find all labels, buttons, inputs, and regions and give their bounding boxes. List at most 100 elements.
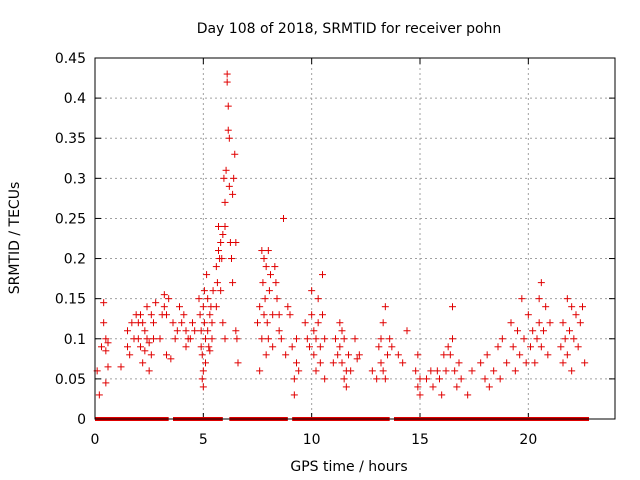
data-point bbox=[163, 311, 170, 319]
data-point bbox=[265, 287, 273, 295]
data-point bbox=[199, 383, 207, 391]
data-point bbox=[263, 319, 271, 327]
data-point bbox=[527, 343, 534, 351]
data-point bbox=[143, 303, 151, 311]
data-point bbox=[139, 319, 147, 327]
y-tick-label: 0.25 bbox=[55, 211, 86, 227]
y-tick-label: 0.2 bbox=[64, 252, 86, 268]
data-point bbox=[381, 303, 389, 311]
data-point bbox=[215, 222, 222, 230]
data-point bbox=[314, 319, 322, 327]
data-point bbox=[269, 343, 277, 351]
data-point bbox=[477, 359, 485, 367]
chart-title: Day 108 of 2018, SRMTID for receiver poh… bbox=[197, 21, 502, 37]
data-point bbox=[202, 335, 209, 343]
data-point bbox=[507, 319, 515, 327]
data-point bbox=[262, 263, 270, 271]
data-point bbox=[275, 311, 283, 319]
data-point bbox=[483, 351, 491, 359]
data-point bbox=[312, 335, 320, 343]
data-point bbox=[464, 391, 472, 399]
data-point bbox=[273, 295, 281, 303]
data-point bbox=[212, 303, 220, 311]
data-point bbox=[540, 327, 547, 335]
data-point bbox=[198, 375, 206, 383]
data-point bbox=[453, 383, 461, 391]
data-point bbox=[414, 383, 422, 391]
data-point bbox=[345, 351, 352, 359]
data-point bbox=[259, 279, 267, 287]
data-point bbox=[254, 319, 261, 327]
data-point bbox=[100, 299, 108, 307]
data-point bbox=[258, 247, 266, 255]
data-point bbox=[535, 295, 543, 303]
data-point bbox=[208, 319, 216, 327]
data-point bbox=[449, 335, 456, 343]
data-point bbox=[128, 319, 136, 327]
data-point bbox=[503, 359, 511, 367]
data-point bbox=[186, 335, 194, 343]
data-point bbox=[377, 335, 385, 343]
data-point bbox=[490, 367, 498, 375]
data-point bbox=[509, 343, 517, 351]
data-point bbox=[353, 355, 361, 363]
data-point bbox=[218, 255, 226, 263]
data-point bbox=[200, 319, 208, 327]
data-point bbox=[438, 391, 446, 399]
data-point bbox=[137, 343, 144, 351]
data-point bbox=[568, 303, 576, 311]
x-tick-label: 20 bbox=[519, 432, 537, 448]
data-point bbox=[160, 291, 168, 299]
data-point bbox=[288, 343, 296, 351]
data-point bbox=[208, 335, 216, 343]
data-point bbox=[566, 327, 573, 335]
data-point bbox=[416, 375, 424, 383]
data-point bbox=[293, 359, 300, 367]
data-point bbox=[229, 190, 237, 198]
data-point bbox=[563, 351, 571, 359]
data-point bbox=[272, 279, 280, 287]
data-point bbox=[496, 375, 504, 383]
data-point bbox=[182, 327, 190, 335]
data-point bbox=[98, 343, 105, 351]
data-point bbox=[204, 295, 212, 303]
data-point bbox=[215, 247, 222, 255]
data-point bbox=[223, 78, 231, 86]
data-point bbox=[139, 359, 147, 367]
y-axis-label: SRMTID / TECUs bbox=[7, 182, 23, 295]
data-point bbox=[336, 343, 344, 351]
data-point bbox=[217, 239, 225, 247]
data-point bbox=[225, 182, 233, 190]
data-point bbox=[399, 359, 407, 367]
data-point bbox=[520, 335, 528, 343]
data-point bbox=[537, 343, 545, 351]
data-point bbox=[316, 343, 324, 351]
data-point bbox=[284, 303, 292, 311]
data-point bbox=[163, 351, 170, 359]
data-point bbox=[199, 367, 207, 375]
data-point bbox=[451, 367, 459, 375]
data-point bbox=[381, 375, 389, 383]
data-point bbox=[143, 335, 151, 343]
data-point bbox=[197, 327, 205, 335]
data-point bbox=[542, 303, 550, 311]
data-point bbox=[455, 359, 463, 367]
y-tick-label: 0.4 bbox=[64, 91, 86, 107]
x-tick-label: 0 bbox=[91, 432, 100, 448]
data-point bbox=[145, 339, 153, 347]
data-point bbox=[234, 359, 242, 367]
data-point bbox=[293, 335, 300, 343]
data-point bbox=[260, 255, 268, 263]
data-point bbox=[290, 391, 298, 399]
data-point bbox=[229, 279, 237, 287]
data-point bbox=[340, 335, 348, 343]
data-point bbox=[561, 335, 569, 343]
data-point bbox=[152, 299, 160, 307]
data-point bbox=[220, 174, 228, 182]
data-point bbox=[95, 391, 103, 399]
data-point bbox=[375, 343, 383, 351]
data-point bbox=[104, 363, 112, 371]
data-point bbox=[494, 343, 502, 351]
data-point bbox=[124, 343, 131, 351]
data-point bbox=[169, 319, 177, 327]
